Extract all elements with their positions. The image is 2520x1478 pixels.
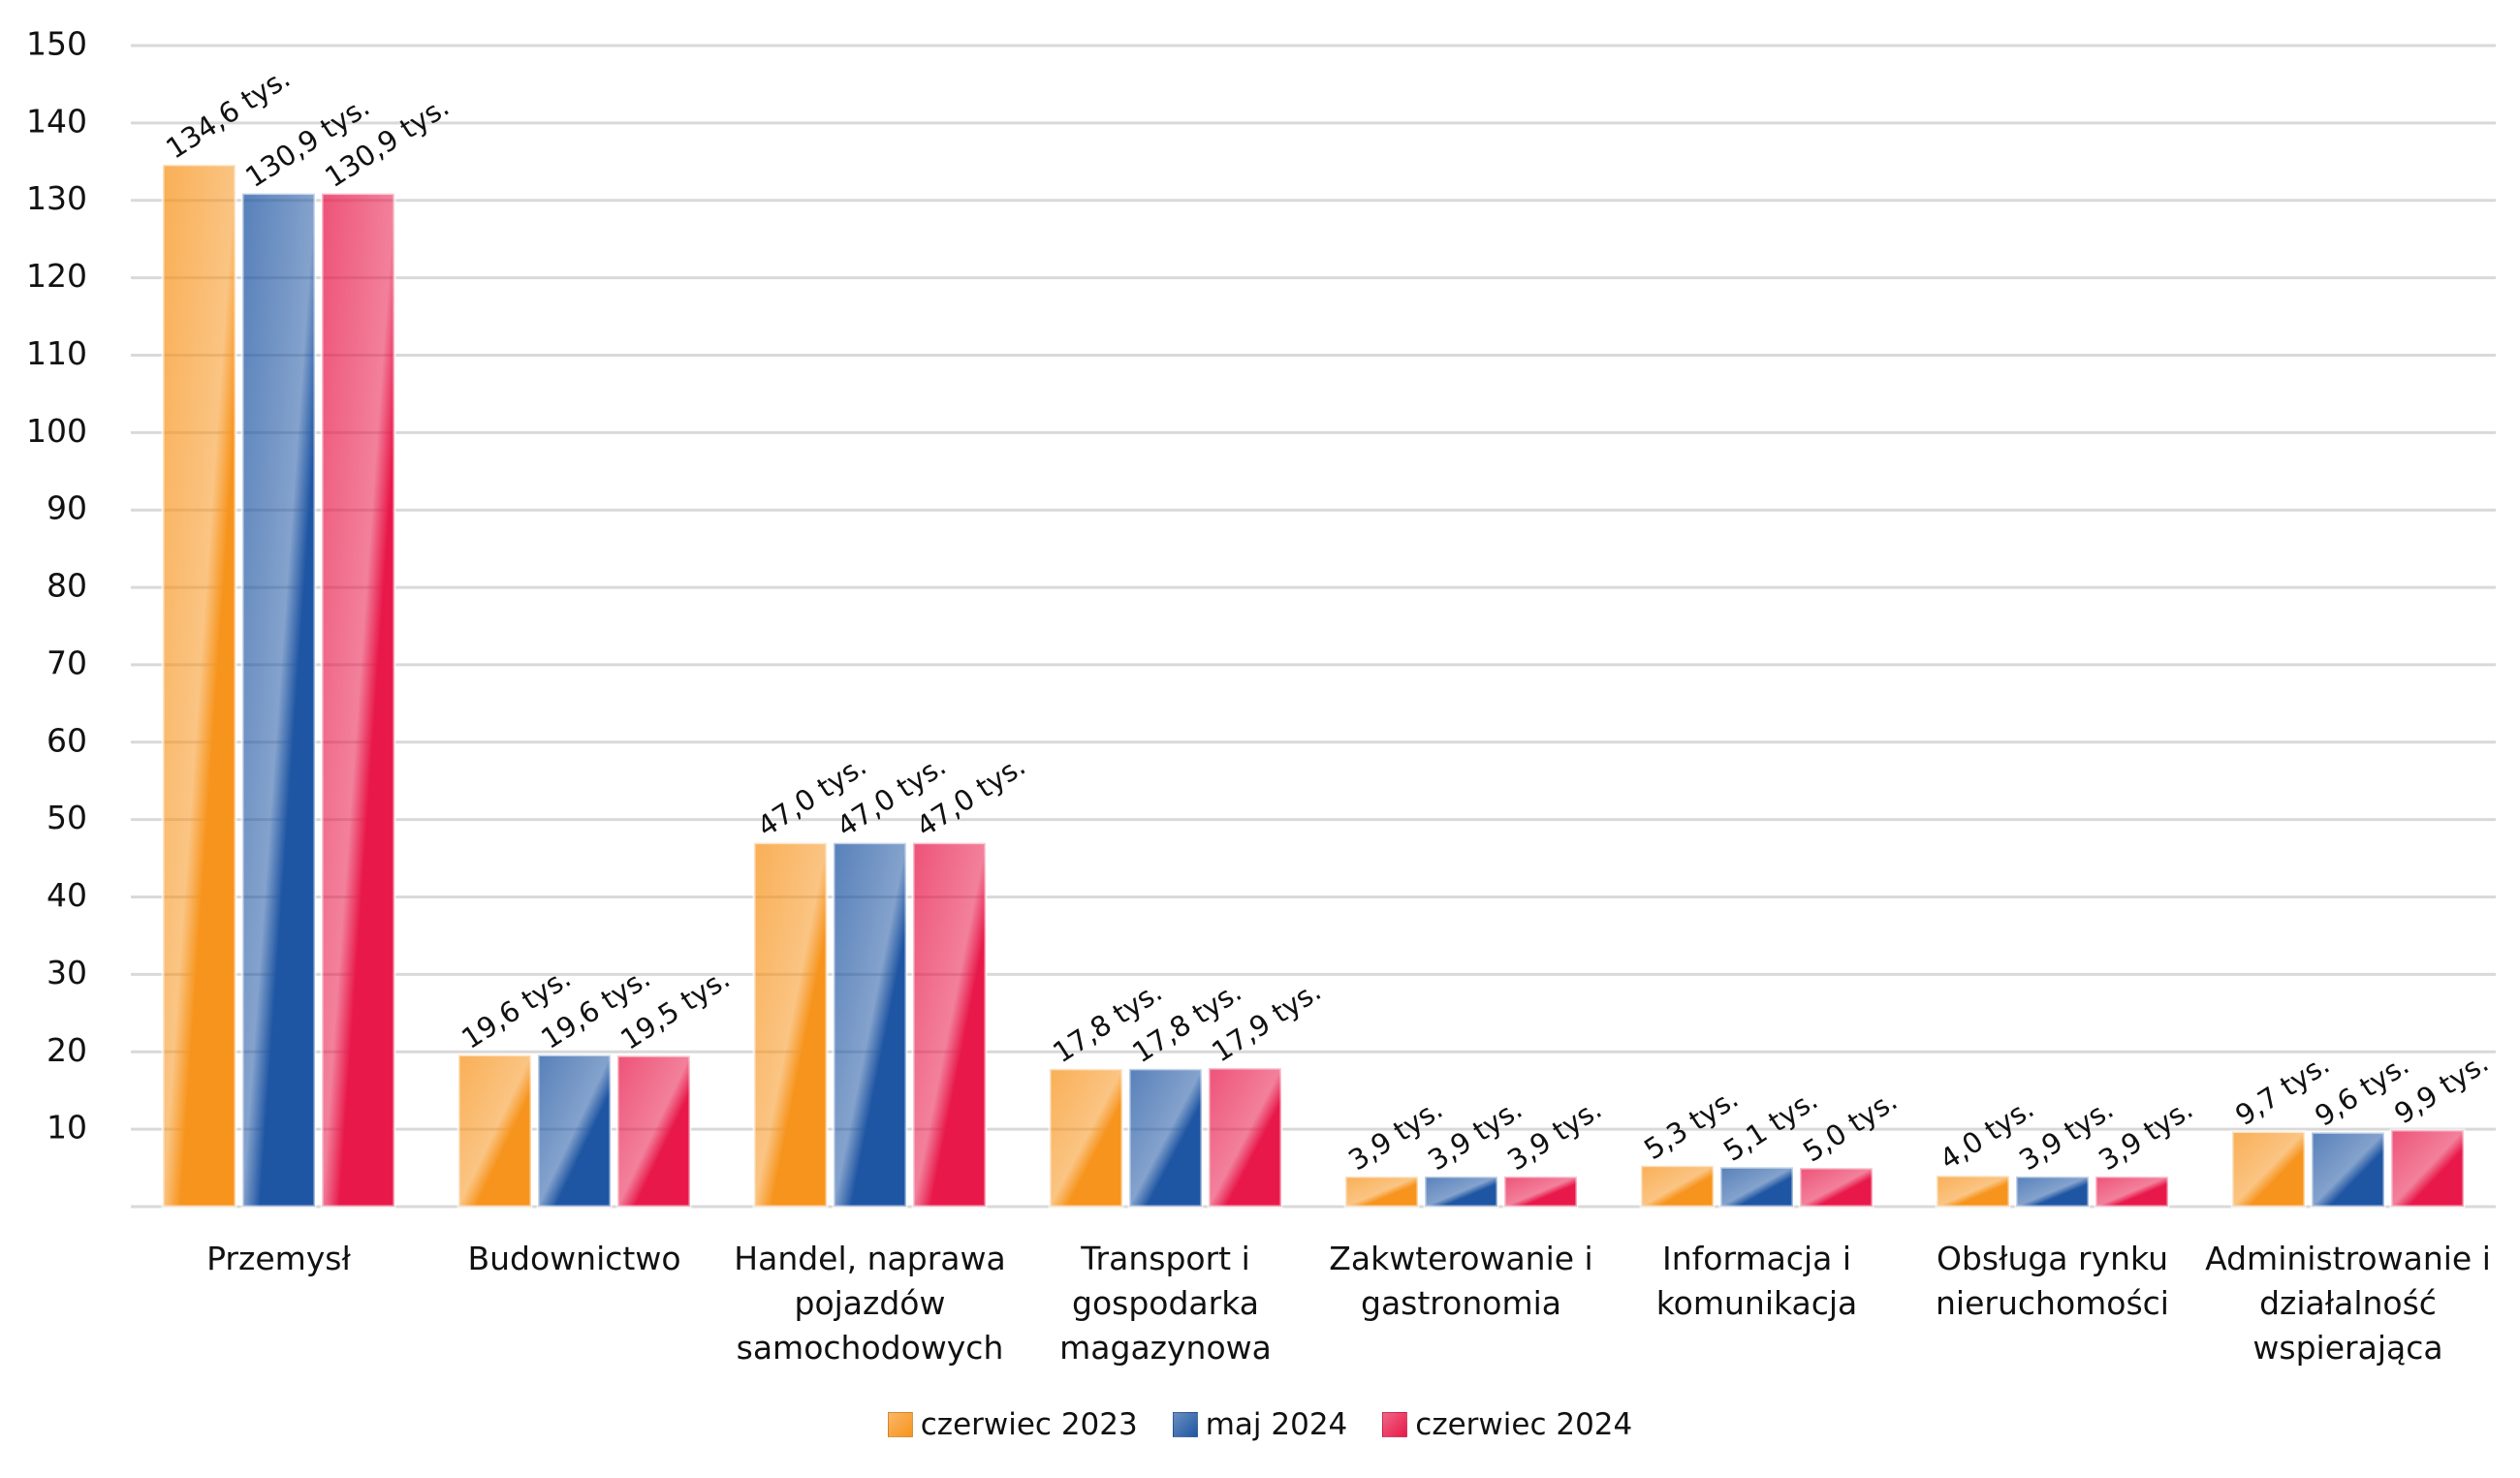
- bar: [2389, 1128, 2466, 1209]
- y-tick-label: 90: [47, 489, 87, 527]
- bar: [161, 163, 237, 1209]
- y-tick-label: 40: [47, 876, 87, 914]
- y-tick-label: 130: [26, 179, 87, 217]
- legend-label: czerwiec 2024: [1415, 1407, 1633, 1442]
- bar: [911, 841, 988, 1209]
- bar: [320, 192, 396, 1209]
- bar: [1502, 1175, 1579, 1209]
- bar: [1639, 1164, 1716, 1209]
- y-tick-label: 70: [47, 644, 87, 681]
- y-tick-label: 80: [47, 567, 87, 605]
- bar: [832, 841, 908, 1209]
- bar: [2094, 1175, 2170, 1209]
- y-tick-label: 110: [26, 334, 87, 372]
- x-tick-label: Budownictwo: [467, 1240, 681, 1277]
- bar: [1935, 1174, 2011, 1209]
- x-tick-label: Administrowanie i działalność wspierając…: [2205, 1240, 2491, 1367]
- bar: [457, 1053, 533, 1209]
- x-tick-label: Zakwterowanie i gastronomia: [1329, 1240, 1593, 1322]
- bar: [2310, 1130, 2386, 1209]
- legend-item: maj 2024: [1172, 1407, 1348, 1442]
- bar: [615, 1053, 692, 1209]
- bar: [1718, 1165, 1795, 1209]
- bar: [1798, 1166, 1874, 1209]
- x-tick-label: Obsługa rynku nieruchomości: [1936, 1240, 2169, 1322]
- bar: [1343, 1175, 1420, 1209]
- legend-swatch: [1172, 1412, 1198, 1437]
- bar: [2230, 1130, 2307, 1209]
- y-tick-label: 10: [47, 1109, 87, 1147]
- y-tick-label: 60: [47, 721, 87, 759]
- y-tick-label: 100: [26, 412, 87, 450]
- x-tick-label: Transport i gospodarka magazynowa: [1059, 1240, 1272, 1367]
- bar: [752, 841, 829, 1209]
- bar: [240, 192, 317, 1209]
- legend-item: czerwiec 2023: [887, 1407, 1138, 1442]
- x-tick-label: Przemysł: [206, 1240, 351, 1277]
- legend-swatch: [887, 1412, 913, 1437]
- legend-label: czerwiec 2023: [920, 1407, 1138, 1442]
- legend-item: czerwiec 2024: [1382, 1407, 1632, 1442]
- legend: czerwiec 2023 maj 2024 czerwiec 2024: [0, 1407, 2520, 1442]
- y-tick-label: 30: [47, 954, 87, 991]
- bar: [1423, 1175, 1499, 1209]
- bar: [1207, 1066, 1283, 1209]
- bar: [1048, 1067, 1124, 1209]
- bar: [2014, 1175, 2091, 1209]
- y-tick-label: 50: [47, 799, 87, 836]
- x-tick-label: Informacja i komunikacja: [1655, 1240, 1858, 1322]
- bar: [1127, 1067, 1204, 1209]
- y-tick-label: 150: [26, 25, 87, 63]
- y-tick-label: 20: [47, 1031, 87, 1069]
- bar: [536, 1053, 613, 1209]
- legend-label: maj 2024: [1205, 1407, 1348, 1442]
- x-tick-label: Handel, naprawa pojazdów samochodowych: [734, 1240, 1006, 1367]
- y-tick-label: 140: [26, 102, 87, 140]
- y-tick-label: 120: [26, 257, 87, 295]
- value-label: 9,9 tys.: [2388, 1046, 2494, 1130]
- legend-swatch: [1382, 1412, 1408, 1437]
